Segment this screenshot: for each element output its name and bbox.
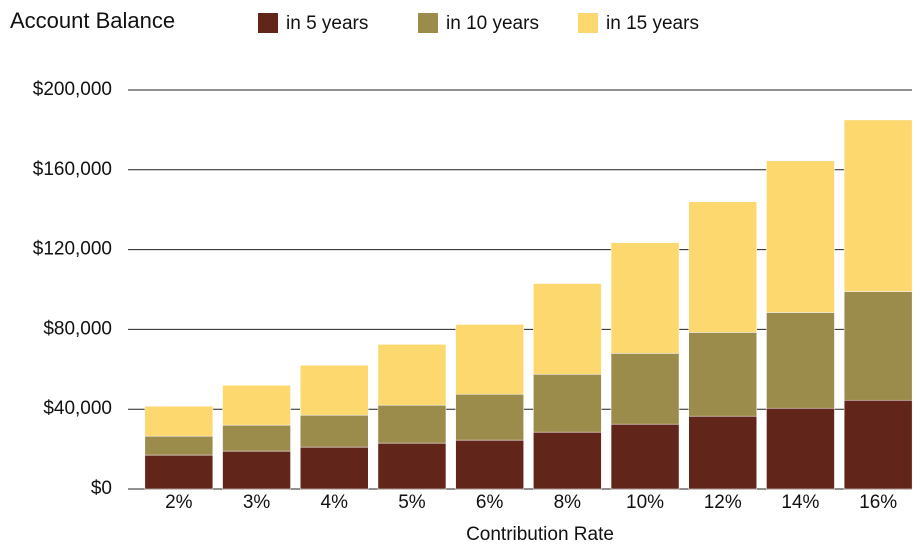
chart-title: Account Balance bbox=[10, 8, 175, 33]
x-axis-title: Contribution Rate bbox=[466, 524, 614, 545]
bar-segment bbox=[300, 446, 369, 490]
bar-segment bbox=[766, 407, 835, 490]
y-tick-label: $160,000 bbox=[33, 159, 112, 180]
legend-swatch bbox=[258, 13, 278, 33]
y-tick-label: $120,000 bbox=[33, 239, 112, 260]
bar-segment bbox=[610, 353, 680, 425]
y-tick-label: $0 bbox=[91, 478, 112, 499]
bar-segment bbox=[455, 324, 524, 395]
bar-segment bbox=[144, 454, 214, 490]
x-tick-label: 8% bbox=[554, 492, 582, 513]
bar-segment bbox=[843, 399, 913, 490]
bar-segment bbox=[688, 415, 757, 490]
x-tick-label: 16% bbox=[859, 492, 897, 513]
legend-label: in 10 years bbox=[446, 13, 539, 34]
bar-segment bbox=[688, 332, 757, 417]
legend-label: in 15 years bbox=[606, 13, 699, 34]
legend-swatch bbox=[578, 13, 598, 33]
bar-segment bbox=[377, 404, 447, 444]
bar-segment bbox=[533, 431, 602, 490]
bar-segment bbox=[455, 439, 524, 490]
x-tick-label: 14% bbox=[781, 492, 819, 513]
legend-swatch bbox=[418, 13, 438, 33]
bar-segment bbox=[222, 450, 291, 490]
bar-segment bbox=[843, 291, 913, 401]
bar-segment bbox=[144, 405, 214, 437]
bar-segment bbox=[533, 283, 602, 375]
y-tick-label: $40,000 bbox=[43, 398, 112, 419]
x-tick-label: 12% bbox=[704, 492, 742, 513]
bar-segment bbox=[533, 374, 602, 433]
y-tick-label: $200,000 bbox=[33, 79, 112, 100]
legend-label: in 5 years bbox=[286, 13, 368, 34]
bar-segment bbox=[377, 344, 447, 406]
x-tick-label: 2% bbox=[165, 492, 193, 513]
bar-segment bbox=[455, 393, 524, 441]
x-tick-label: 3% bbox=[243, 492, 271, 513]
bar-segment bbox=[843, 119, 913, 292]
bar-segment bbox=[222, 424, 291, 452]
bar-segment bbox=[766, 160, 835, 313]
bar-segment bbox=[300, 414, 369, 448]
bar-segment bbox=[766, 312, 835, 409]
bar-segment bbox=[144, 435, 214, 456]
bar-segment bbox=[688, 201, 757, 333]
y-tick-label: $80,000 bbox=[43, 318, 112, 339]
x-tick-label: 10% bbox=[626, 492, 664, 513]
x-tick-label: 4% bbox=[321, 492, 349, 513]
bar-segment bbox=[222, 385, 291, 426]
bar-segment bbox=[610, 242, 680, 354]
x-tick-label: 6% bbox=[476, 492, 504, 513]
x-tick-label: 5% bbox=[398, 492, 426, 513]
bar-segment bbox=[377, 442, 447, 490]
bar-segment bbox=[610, 423, 680, 490]
bar-segment bbox=[300, 365, 369, 416]
